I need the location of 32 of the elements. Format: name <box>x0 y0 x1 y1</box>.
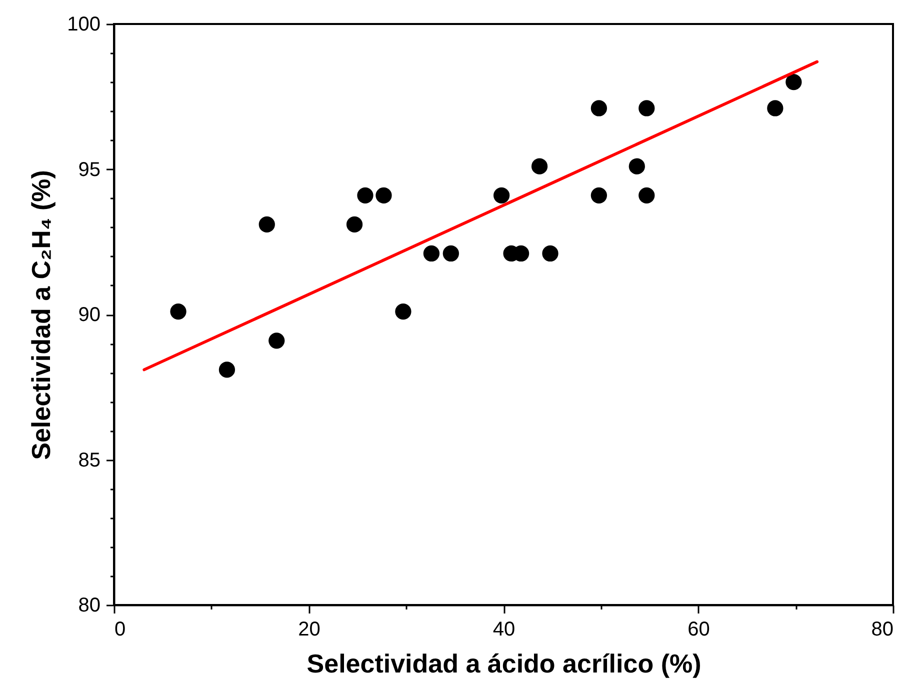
x-tick-label: 60 <box>688 618 710 640</box>
point <box>218 362 236 378</box>
point <box>346 216 363 232</box>
x-tick-label: 0 <box>114 618 126 640</box>
point <box>638 100 655 116</box>
point <box>423 245 440 262</box>
point <box>357 187 374 204</box>
point <box>628 158 645 174</box>
point <box>542 245 558 262</box>
point <box>590 187 607 204</box>
x-axis-title: Selectividad a ácido acrílico (%) <box>306 648 702 678</box>
point <box>376 187 392 204</box>
y-tick-label: 80 <box>78 594 100 616</box>
point <box>531 158 548 174</box>
y-tick-label: 85 <box>78 449 100 472</box>
point <box>258 216 275 232</box>
point <box>395 304 412 320</box>
point <box>786 74 802 90</box>
x-tick-label: 80 <box>871 618 894 640</box>
y-tick-label: 90 <box>78 304 100 326</box>
point <box>493 187 510 204</box>
point <box>590 100 607 116</box>
y-tick-label: 100 <box>67 14 100 36</box>
point <box>170 304 186 320</box>
point <box>268 332 285 349</box>
y-tick-label: 95 <box>78 158 100 181</box>
point <box>638 187 655 204</box>
point <box>767 100 784 116</box>
point <box>442 245 459 262</box>
x-tick-label: 20 <box>298 618 320 640</box>
x-tick-label: 40 <box>492 618 516 640</box>
y-axis-title: Selectividad a C₂H₄ (%) <box>26 170 56 460</box>
